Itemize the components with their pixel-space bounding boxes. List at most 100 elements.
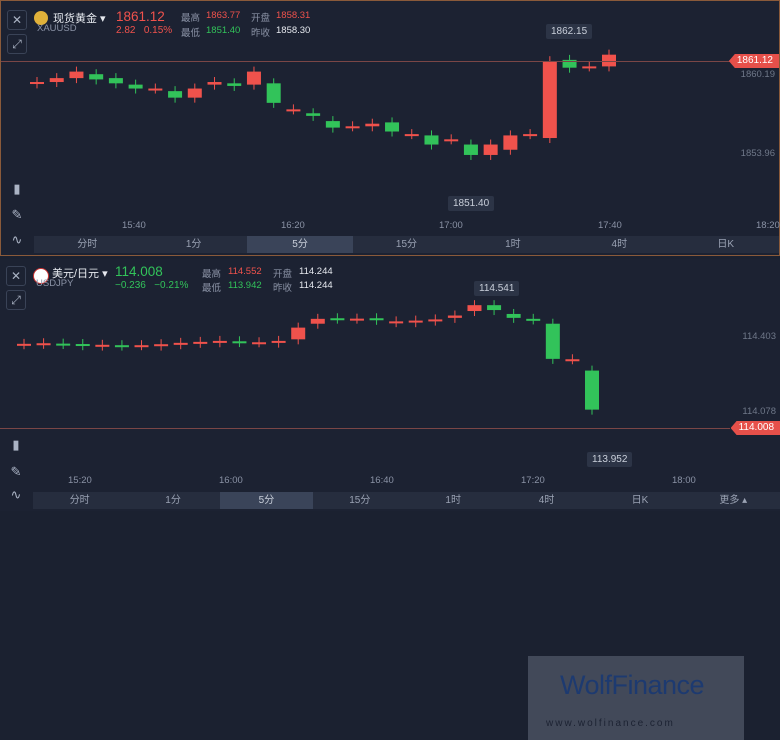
tab-15min[interactable]: 15分 (395, 239, 418, 250)
candle-body (526, 318, 541, 321)
timeframe-tabs: 分时 1分 5分 15分 1时 4时 日K (34, 236, 779, 253)
axis-price-label: 1860.19 (740, 69, 775, 80)
candle-body (30, 82, 44, 85)
candle-body (271, 340, 286, 343)
chart-type-icon[interactable]: ∿ (10, 487, 22, 502)
watermark: WolfFinance www.wolfinance.com (528, 656, 744, 740)
candle-body (108, 78, 123, 84)
candle-body (424, 135, 439, 145)
symbol-name[interactable]: 现货黄金 ▾ (53, 13, 106, 25)
more-timeframes-button[interactable]: 更多 ▴ (719, 495, 748, 506)
time-label: 17:40 (598, 220, 622, 231)
close-panel-button[interactable]: ✕ (6, 266, 26, 286)
time-label: 15:40 (122, 220, 146, 231)
watermark-url: www.wolfinance.com (546, 718, 675, 729)
indicator-icon[interactable]: ▮ (12, 437, 20, 452)
tab-timeshare[interactable]: 分时 (77, 239, 98, 250)
candle-body (365, 123, 380, 127)
time-label: 18:20 (756, 220, 780, 231)
candle-body (542, 61, 557, 139)
last-price-tag: 1861.12 (728, 54, 779, 68)
tab-daily[interactable]: 日K (631, 495, 649, 506)
price-change: 2.82 0.15% (116, 25, 173, 36)
symbol-name[interactable]: 美元/日元 ▾ (52, 268, 108, 280)
last-price-line (0, 428, 730, 429)
tab-1hour[interactable]: 1时 (445, 495, 461, 506)
candle-body (506, 313, 521, 318)
tab-timeshare[interactable]: 分时 (69, 495, 90, 506)
open-label: 开盘 (273, 269, 293, 280)
axis-price-label: 114.403 (742, 331, 776, 342)
tab-1min[interactable]: 1分 (165, 495, 181, 506)
candle-body (266, 83, 281, 103)
draw-pen-icon[interactable]: ✎ (11, 207, 23, 222)
candle-body (545, 323, 560, 359)
candle-body (49, 78, 64, 83)
candle-body (325, 121, 340, 128)
candle-body (193, 341, 208, 344)
candle-body (128, 84, 143, 89)
max-price-tooltip: 1862.15 (546, 24, 593, 39)
candle-body (345, 126, 360, 129)
candle-body (330, 318, 345, 321)
time-label: 17:00 (439, 220, 463, 231)
low-label: 最低 (181, 28, 201, 39)
gold-chart-panel: ✕ ⤢ 现货黄金 ▾ XAUUSD 1861.12 2.82 0.15% 最高 … (0, 0, 780, 256)
candle-body (56, 343, 71, 346)
high-value: 1863.77 (206, 10, 241, 21)
candle-body (404, 134, 419, 137)
tab-5min[interactable]: 5分 (246, 236, 354, 253)
time-label: 16:20 (281, 220, 305, 231)
prev-close-label: 昨收 (251, 28, 271, 39)
last-price: 114.008 (115, 264, 163, 279)
candle-body (447, 315, 462, 318)
candle-body (483, 144, 498, 155)
prev-close-label: 昨收 (273, 283, 293, 294)
candle-body (291, 327, 306, 340)
candle-body (463, 144, 478, 155)
candle-body (602, 54, 616, 67)
prev-close-value: 114.244 (299, 280, 333, 291)
candle-body (408, 320, 423, 323)
candle-body (487, 305, 502, 311)
last-price-line (1, 61, 731, 62)
open-value: 1858.31 (276, 10, 311, 21)
candle-body (246, 71, 261, 85)
draw-pen-icon[interactable]: ✎ (10, 464, 22, 479)
candle-body (154, 344, 169, 347)
candle-body (134, 345, 149, 348)
gold-coin-icon (34, 11, 48, 25)
tab-15min[interactable]: 15分 (349, 495, 371, 506)
candle-body (17, 343, 31, 346)
tab-1hour[interactable]: 1时 (505, 239, 521, 250)
candle-body (467, 305, 482, 312)
candle-body (562, 59, 577, 68)
candle-body (36, 343, 51, 346)
tab-daily[interactable]: 日K (717, 239, 735, 250)
tab-1min[interactable]: 1分 (185, 239, 202, 250)
chart-type-icon[interactable]: ∿ (11, 232, 23, 247)
gold-candlestick-chart[interactable] (1, 1, 780, 257)
candle-body (69, 71, 84, 79)
tab-4hour[interactable]: 4时 (611, 239, 628, 250)
tab-4hour[interactable]: 4时 (538, 495, 555, 506)
candle-body (232, 341, 247, 344)
candle-body (585, 370, 599, 410)
expand-icon[interactable]: ⤢ (6, 290, 26, 310)
close-panel-button[interactable]: ✕ (7, 10, 27, 30)
watermark-brand: WolfFinance (560, 670, 705, 700)
candle-body (207, 82, 222, 85)
candle-body (187, 88, 202, 98)
open-value: 114.244 (299, 266, 333, 277)
time-label: 16:40 (370, 475, 394, 486)
open-label: 开盘 (251, 13, 271, 24)
candle-body (389, 321, 404, 324)
axis-price-label: 114.078 (742, 406, 776, 417)
usdjpy-candlestick-chart[interactable] (0, 259, 780, 511)
candle-body (173, 342, 188, 345)
indicator-icon[interactable]: ▮ (13, 181, 21, 196)
timeframe-tabs: 分时 1分 5分 15分 1时 4时 日K 更多 ▴ (33, 492, 780, 509)
tab-5min[interactable]: 5分 (219, 492, 314, 509)
candle-body (523, 134, 538, 137)
expand-icon[interactable]: ⤢ (7, 34, 27, 54)
